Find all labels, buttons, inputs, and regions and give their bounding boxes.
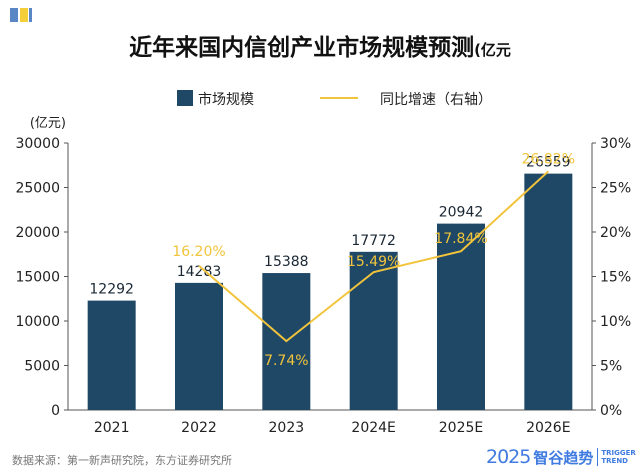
- y-axis-left-tick-label: 5000: [24, 359, 60, 375]
- bar-value-label: 20942: [439, 205, 484, 221]
- y-axis-right-tick-label: 20%: [600, 225, 631, 241]
- y-axis-right-tick-label: 0%: [600, 403, 622, 419]
- corner-logo-mark: [10, 8, 32, 22]
- legend: 市场规模 同比增速（右轴）: [0, 88, 640, 108]
- x-axis-tick-label: 2021: [94, 420, 130, 436]
- chart-title-unit: (亿元: [474, 41, 511, 59]
- brand-logo: 2025 智谷趋势 TRIGGER TREND: [486, 446, 636, 468]
- x-axis-tick-label: 2024E: [351, 420, 395, 436]
- bar-2022: [175, 282, 223, 410]
- x-axis-tick-label: 2025E: [439, 420, 483, 436]
- chart-title-text: 近年来国内信创产业市场规模预测: [129, 35, 475, 61]
- growth-rate-label: 17.84%: [434, 231, 487, 247]
- y-axis-left-tick-label: 25000: [15, 181, 60, 197]
- chart-title: 近年来国内信创产业市场规模预测(亿元: [0, 28, 640, 62]
- y-axis-right-tick-label: 25%: [600, 181, 631, 197]
- brand-english-line1: TRIGGER: [601, 449, 636, 457]
- y-axis-left-label: (亿元): [30, 116, 66, 131]
- data-source-note: 数据来源：第一新声研究院，东方证券研究所: [12, 454, 232, 467]
- y-axis-right-tick-label: 15%: [600, 270, 631, 286]
- y-axis-right-tick-label: 30%: [600, 136, 631, 152]
- growth-rate-label: 16.20%: [172, 244, 225, 260]
- bar-2024E: [349, 251, 398, 410]
- x-axis-tick-label: 2022: [181, 420, 217, 436]
- brand-english-line2: TREND: [601, 457, 628, 465]
- bar-2026E: [524, 173, 573, 410]
- brand-separator: [597, 448, 599, 466]
- y-axis-left-tick-label: 20000: [15, 225, 60, 241]
- growth-rate-line: [198, 170, 550, 343]
- brand-english: TRIGGER TREND: [601, 449, 635, 465]
- y-axis-right-tick-label: 5%: [600, 359, 622, 375]
- growth-rate-label: 7.74%: [264, 353, 308, 369]
- legend-line-label: 同比增速（右轴）: [380, 92, 492, 108]
- bar-2021: [87, 300, 136, 410]
- x-axis-tick-label: 2026E: [526, 420, 570, 436]
- y-axis-left-tick-label: 15000: [15, 270, 60, 286]
- legend-bar-label: 市场规模: [198, 92, 254, 108]
- growth-rate-label: 15.49%: [347, 254, 400, 270]
- legend-line-swatch: [320, 97, 358, 99]
- y-axis-right-tick-label: 10%: [600, 314, 631, 330]
- bar-value-label: 12292: [89, 282, 134, 298]
- y-axis-left-tick-label: 30000: [15, 136, 60, 152]
- y-axis-left-tick-label: 0: [51, 403, 60, 419]
- legend-bar-swatch: [177, 90, 193, 106]
- bar-value-label: 15388: [264, 254, 309, 270]
- bar-value-label: 17772: [351, 233, 396, 249]
- x-axis-tick-label: 2023: [269, 420, 305, 436]
- bar-value-label: 26559: [526, 155, 571, 171]
- growth-rate-label: 26.82%: [522, 151, 575, 167]
- y-axis-left-tick-label: 10000: [15, 314, 60, 330]
- brand-name: 智谷趋势: [533, 448, 594, 467]
- brand-year: 2025: [486, 446, 531, 468]
